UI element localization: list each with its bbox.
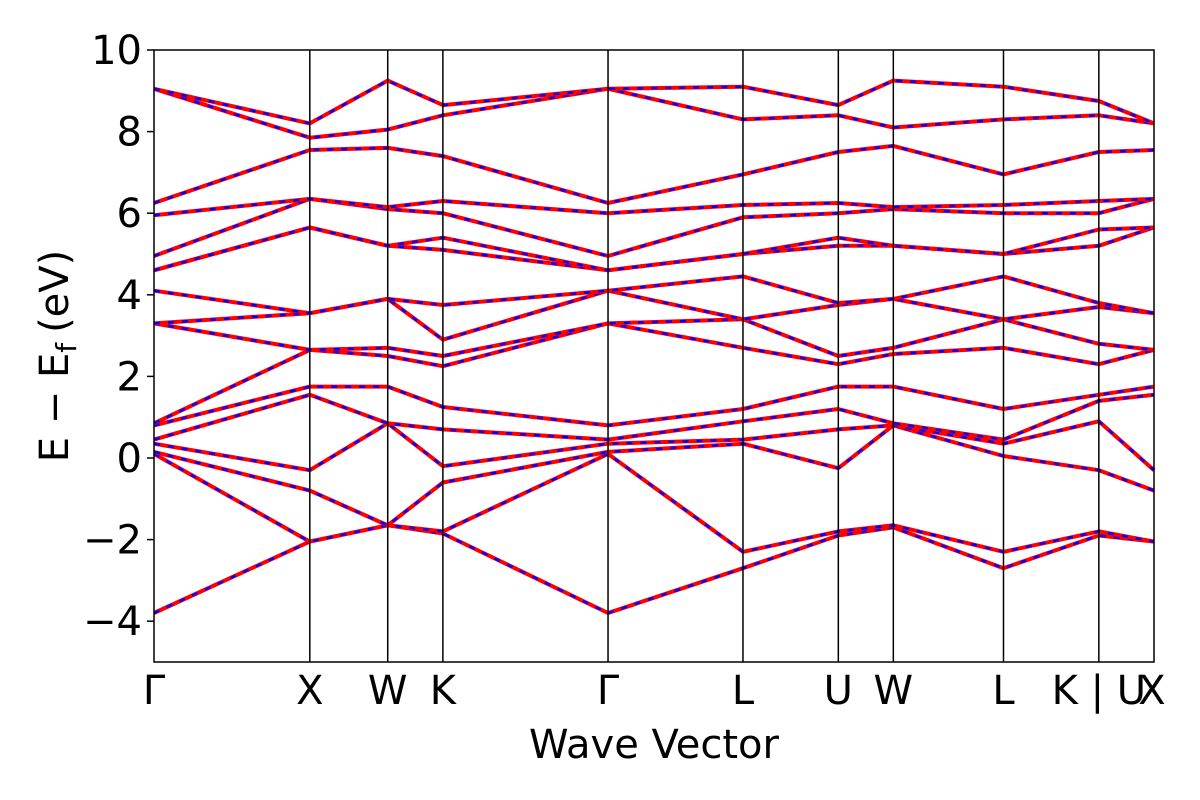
x-tick-label: Γ [143,668,166,714]
x-tick-label: L [732,668,755,714]
band-12-spin-up [153,226,1155,272]
x-tick-label: W [874,668,914,714]
x-axis-title: Wave Vector [529,722,780,768]
y-ticks: −4 −2 0 2 4 6 8 10 [83,28,154,645]
y-axis-title-subscript: f [50,342,83,353]
x-tick-label: Γ [597,668,620,714]
y-tick-label: −2 [83,518,142,564]
y-axis-title-unit: (eV) [32,250,78,333]
band-7-spin-up [153,322,1155,425]
y-axis-title-main: E − E [32,353,78,463]
x-tick-label: X [1138,668,1165,714]
y-tick-label: 0 [117,436,142,482]
x-tick-label: K [430,668,458,714]
y-tick-label: 10 [91,28,142,74]
y-tick-label: 8 [117,110,142,156]
y-tick-label: 6 [117,191,142,237]
band-6-spin-up [153,385,1155,427]
y-tick-label: 4 [117,273,142,319]
high-symmetry-lines [309,50,1100,662]
x-tick-label: L [992,668,1015,714]
y-tick-label: 2 [117,354,142,400]
band-8-spin-up [153,318,1155,358]
x-tick-label: W [368,668,408,714]
plot-frame [153,49,1155,663]
y-axis-title: E − Ef (eV) [32,250,83,463]
y-tick-label: −4 [83,599,142,645]
x-tick-label: U [824,668,853,714]
x-tick-label: X [296,668,323,714]
x-tick-label: K | U [1052,668,1146,714]
